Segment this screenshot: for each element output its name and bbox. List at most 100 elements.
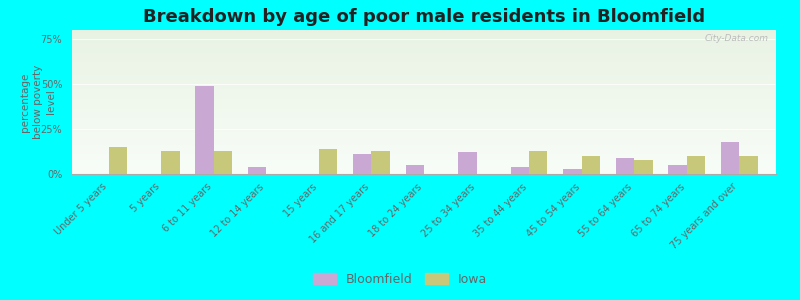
Bar <box>72 39 776 40</box>
Bar <box>72 170 776 171</box>
Bar <box>72 167 776 168</box>
Bar <box>109 147 127 174</box>
Bar <box>72 154 776 155</box>
Bar <box>616 158 634 174</box>
Bar <box>72 75 776 76</box>
Bar <box>72 64 776 66</box>
Text: City-Data.com: City-Data.com <box>705 34 769 43</box>
Bar <box>72 95 776 96</box>
Bar <box>72 160 776 161</box>
Bar <box>72 144 776 145</box>
Bar <box>72 151 776 152</box>
Bar <box>72 118 776 119</box>
Bar <box>582 156 600 174</box>
Bar <box>72 129 776 131</box>
Bar <box>72 60 776 62</box>
Bar <box>72 99 776 100</box>
Bar <box>248 167 266 174</box>
Bar <box>72 66 776 68</box>
Bar <box>72 93 776 95</box>
Bar <box>214 151 232 174</box>
Bar <box>72 171 776 172</box>
Bar <box>72 91 776 92</box>
Bar <box>72 52 776 53</box>
Bar <box>72 149 776 151</box>
Bar <box>72 88 776 89</box>
Bar <box>72 70 776 72</box>
Bar <box>458 152 477 174</box>
Bar <box>72 106 776 108</box>
Bar <box>72 82 776 83</box>
Bar <box>72 32 776 33</box>
Bar <box>72 141 776 142</box>
Bar <box>721 142 739 174</box>
Bar <box>72 92 776 93</box>
Bar <box>72 80 776 82</box>
Y-axis label: percentage
below poverty
level: percentage below poverty level <box>20 65 56 139</box>
Bar <box>72 98 776 99</box>
Bar <box>406 165 424 174</box>
Bar <box>72 100 776 102</box>
Bar <box>72 47 776 49</box>
Bar <box>686 156 705 174</box>
Bar <box>668 165 686 174</box>
Bar <box>72 152 776 154</box>
Bar <box>72 128 776 129</box>
Bar <box>72 132 776 134</box>
Bar <box>72 30 776 31</box>
Bar <box>72 50 776 52</box>
Bar <box>72 136 776 138</box>
Bar <box>72 161 776 163</box>
Bar <box>72 121 776 122</box>
Bar <box>72 44 776 46</box>
Bar <box>72 124 776 125</box>
Bar <box>72 164 776 165</box>
Bar <box>72 113 776 115</box>
Bar <box>563 169 582 174</box>
Bar <box>72 148 776 149</box>
Bar <box>72 43 776 44</box>
Title: Breakdown by age of poor male residents in Bloomfield: Breakdown by age of poor male residents … <box>143 8 705 26</box>
Bar <box>72 158 776 160</box>
Bar <box>72 102 776 104</box>
Bar <box>72 112 776 113</box>
Bar <box>72 72 776 73</box>
Bar <box>72 145 776 147</box>
Bar <box>72 127 776 128</box>
Bar <box>72 55 776 56</box>
Bar <box>72 165 776 167</box>
Bar <box>72 155 776 157</box>
Bar <box>72 131 776 132</box>
Bar <box>72 122 776 124</box>
Bar <box>72 63 776 64</box>
Bar <box>72 56 776 57</box>
Bar <box>72 115 776 116</box>
Bar <box>72 73 776 75</box>
Bar <box>72 33 776 34</box>
Bar <box>72 116 776 118</box>
Bar <box>72 134 776 135</box>
Bar <box>353 154 371 174</box>
Bar <box>72 96 776 98</box>
Bar <box>72 46 776 47</box>
Bar <box>72 41 776 43</box>
Bar <box>72 103 776 105</box>
Bar <box>162 151 180 174</box>
Bar <box>510 167 529 174</box>
Bar <box>72 125 776 127</box>
Bar <box>72 36 776 37</box>
Bar <box>72 76 776 77</box>
Bar <box>72 85 776 86</box>
Bar <box>72 68 776 69</box>
Bar <box>72 168 776 170</box>
Bar <box>319 149 338 174</box>
Bar <box>72 69 776 70</box>
Bar <box>72 49 776 50</box>
Bar <box>72 142 776 144</box>
Bar <box>72 163 776 164</box>
Bar <box>72 57 776 59</box>
Bar <box>529 151 547 174</box>
Bar <box>72 111 776 112</box>
Bar <box>72 147 776 148</box>
Bar <box>72 157 776 158</box>
